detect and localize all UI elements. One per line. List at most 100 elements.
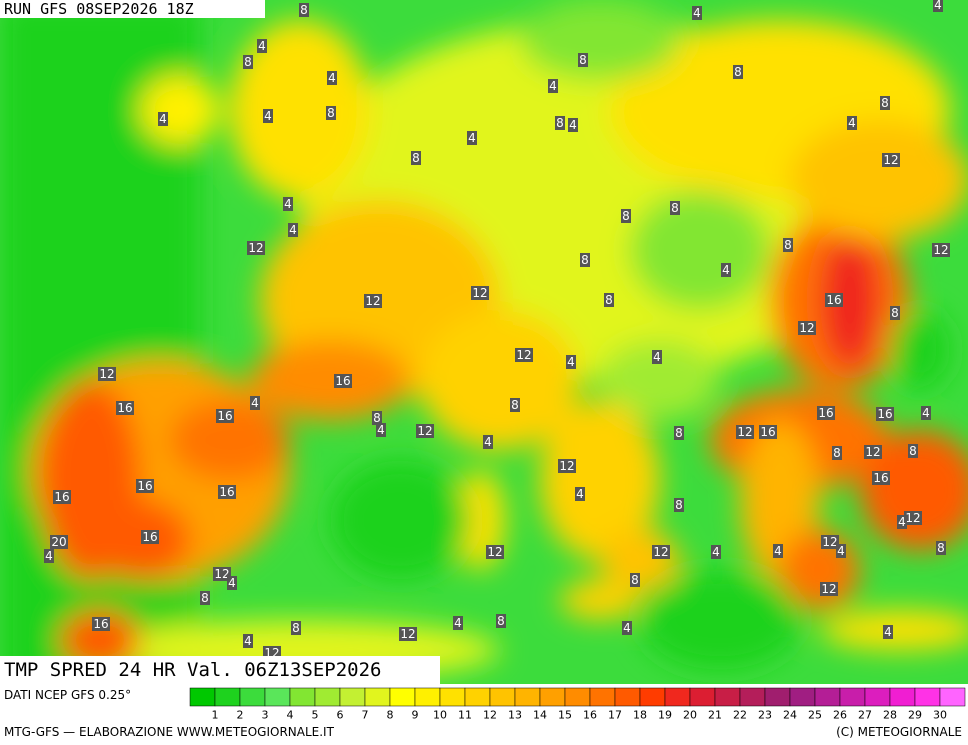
legend-swatch <box>789 687 816 707</box>
contour-label: 12 <box>365 294 380 308</box>
contour-label-box <box>897 515 907 529</box>
source: DATI NCEP GFS 0.25° <box>4 688 131 702</box>
legend-swatch <box>514 687 541 707</box>
contour-label: 4 <box>377 423 385 437</box>
contour-label-box <box>250 396 260 410</box>
contour-label-box <box>92 617 110 631</box>
contour-label: 4 <box>884 625 892 639</box>
contour-label: 4 <box>623 621 631 635</box>
contour-label: 12 <box>417 424 432 438</box>
contour-label-box <box>783 238 793 252</box>
contour-label-box <box>453 616 463 630</box>
contour-label: 8 <box>622 209 630 223</box>
contour-label-box <box>921 406 931 420</box>
contour-label: 16 <box>826 293 841 307</box>
legend-tick-label: 12 <box>483 709 497 722</box>
contour-label: 4 <box>922 406 930 420</box>
contour-label-box <box>798 321 816 335</box>
legend-swatch <box>664 687 691 707</box>
contour-label-box <box>908 444 918 458</box>
contour-label: 8 <box>605 293 613 307</box>
legend-swatch <box>314 687 341 707</box>
contour-label-box <box>821 535 839 549</box>
contour-label-box <box>736 425 754 439</box>
contour-label-box <box>566 355 576 369</box>
contour-label-box <box>243 634 253 648</box>
contour-label-box <box>555 116 565 130</box>
contour-label: 12 <box>821 582 836 596</box>
legend-tick-label: 11 <box>458 709 472 722</box>
contour-label: 4 <box>45 549 53 563</box>
contour-label-box <box>467 131 477 145</box>
contour-label-box <box>376 423 386 437</box>
contour-label-box <box>548 79 558 93</box>
contour-label: 8 <box>784 238 792 252</box>
contour-label-box <box>876 407 894 421</box>
contour-label-box <box>578 53 588 67</box>
contour-label: 4 <box>934 0 942 12</box>
contour-label: 4 <box>569 118 577 132</box>
legend-tick-label: 24 <box>783 709 797 722</box>
contour-label: 4 <box>898 515 906 529</box>
contour-label: 4 <box>258 39 266 53</box>
legend-swatch <box>414 687 441 707</box>
contour-label: 4 <box>576 487 584 501</box>
contour-label: 12 <box>653 545 668 559</box>
legend-tick-label: 4 <box>287 709 294 722</box>
contour-label-box <box>847 116 857 130</box>
legend-swatch <box>339 687 366 707</box>
contour-label-box <box>936 541 946 555</box>
legend-tick-label: 22 <box>733 709 747 722</box>
contour-label: 16 <box>142 530 157 544</box>
legend-tick-label: 25 <box>808 709 822 722</box>
contour-label: 12 <box>905 511 920 525</box>
legend-swatch <box>239 687 266 707</box>
contour-label-box <box>263 109 273 123</box>
contour-label: 12 <box>883 153 898 167</box>
contour-label-box <box>692 6 702 20</box>
legend-swatch <box>939 687 966 707</box>
contour-label: 8 <box>412 151 420 165</box>
contour-label: 12 <box>472 286 487 300</box>
legend-swatch <box>914 687 941 707</box>
contour-label-box <box>243 55 253 69</box>
legend-swatch <box>589 687 616 707</box>
contour-label-box <box>622 621 632 635</box>
contour-label: 4 <box>549 79 557 93</box>
contour-label-box <box>568 118 578 132</box>
contour-label: 4 <box>693 6 701 20</box>
contour-label: 4 <box>653 350 661 364</box>
contour-label: 20 <box>51 535 66 549</box>
contour-label-box <box>486 545 504 559</box>
contour-label: 4 <box>484 435 492 449</box>
legend-swatch <box>289 687 316 707</box>
legend-tick-label: 5 <box>312 709 319 722</box>
contour-label: 16 <box>873 471 888 485</box>
contour-label-box <box>510 398 520 412</box>
contour-label: 4 <box>228 576 236 590</box>
contour-label-box <box>621 209 631 223</box>
contour-label-box <box>832 446 842 460</box>
contour-label: 4 <box>774 544 782 558</box>
contour-label: 16 <box>137 479 152 493</box>
contour-label: 12 <box>248 241 263 255</box>
contour-label-box <box>711 545 721 559</box>
contour-label: 8 <box>327 106 335 120</box>
contour-label-box <box>721 263 731 277</box>
contour-label-box <box>416 424 434 438</box>
contour-label: 16 <box>335 374 350 388</box>
contour-label-box <box>817 406 835 420</box>
contour-label: 8 <box>581 253 589 267</box>
legend-swatch <box>864 687 891 707</box>
contour-label-box <box>200 591 210 605</box>
contour-label: 12 <box>559 459 574 473</box>
contour-label: 4 <box>284 197 292 211</box>
contour-label-box <box>216 409 234 423</box>
copyright: (C) METEOGIORNALE <box>836 725 962 739</box>
contour-label: 4 <box>159 112 167 126</box>
contour-label: 16 <box>117 401 132 415</box>
title-box <box>0 656 440 684</box>
contour-label-box <box>674 426 684 440</box>
